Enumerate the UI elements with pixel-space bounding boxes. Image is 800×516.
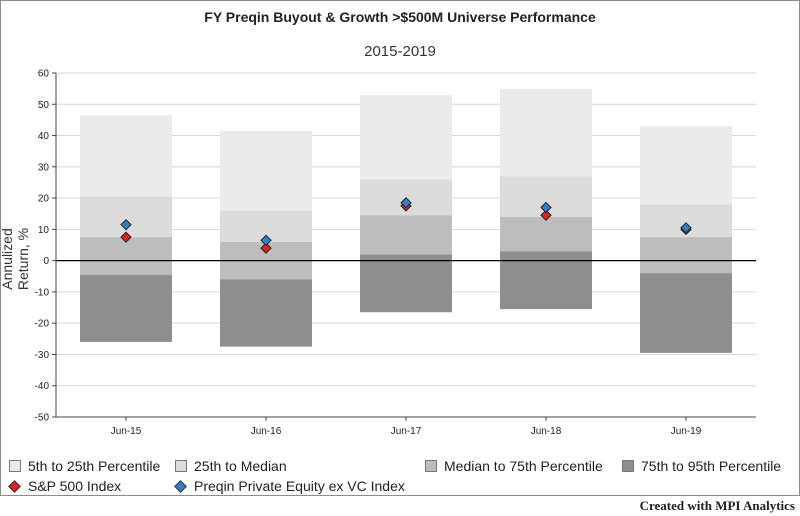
y-tick-label: -30 [35,350,50,361]
x-tick-label: Jun-16 [251,426,282,437]
legend-item-25th-median: 25th to Median [175,458,287,474]
data-point-diamond [260,234,272,247]
legend-item-5th-25th: 5th to 25th Percentile [9,458,160,474]
x-tick-label: Jun-18 [531,426,562,437]
red-diamond-icon [8,479,21,493]
credit-text: Created with MPI Analytics [639,498,795,513]
legend-label: Median to 75th Percentile [444,458,603,474]
data-point-diamond [400,197,412,209]
bar-segment [500,216,592,252]
legend-swatch [175,460,187,472]
y-tick-label: -50 [35,413,50,424]
y-tick-label: -40 [35,381,50,392]
bar-segment [640,237,732,274]
bar-segment [500,251,592,310]
chart-subtitle: 2015-2019 [364,43,436,60]
bar-segment [220,130,312,211]
legend-label: S&P 500 Index [28,478,122,494]
data-point-diamond [120,231,132,243]
y-tick-label: -10 [35,287,50,298]
legend-item-sp500: S&P 500 Index [7,478,121,494]
y-tick-label: 30 [38,162,50,173]
legend: 5th to 25th Percentile 25th to Median Me… [0,456,800,496]
data-point-diamond [120,218,132,231]
legend-swatch [622,460,634,472]
data-point-diamond [260,242,272,254]
bar-segment [640,126,732,205]
bar-segment [80,115,172,197]
bars [80,88,732,353]
x-tick-labels: Jun-15 Jun-16 Jun-17 Jun-18 Jun-19 [111,426,702,437]
y-tick-label: 0 [43,256,49,267]
data-point-diamond [540,201,552,214]
bar-segment [80,196,172,238]
markers [120,197,692,254]
bar-segment [220,279,312,347]
gridlines [56,72,756,418]
y-tick-label: 10 [38,225,50,236]
legend-item-preqin-index: Preqin Private Equity ex VC Index [173,478,405,494]
legend-swatch [425,460,437,472]
bar-segment [360,254,452,313]
x-tick-label: Jun-15 [111,426,142,437]
axes [52,72,756,421]
bar-segment [80,274,172,342]
bar-segment [640,273,732,353]
x-tick-label: Jun-19 [671,426,702,437]
legend-label: 5th to 25th Percentile [28,458,161,474]
y-tick-label: -20 [35,319,50,330]
blue-diamond-icon [174,479,187,493]
bar-segment [360,94,452,180]
y-tick-label: 60 [38,69,50,80]
legend-item-75th-95th: 75th to 95th Percentile [622,458,781,474]
y-tick-labels: -50 -40 -30 -20 -10 0 10 20 30 40 50 60 [35,69,50,424]
y-tick-label: 40 [38,131,50,142]
data-point-diamond [540,209,552,221]
bar-segment [80,237,172,275]
x-tick-label: Jun-17 [391,426,422,437]
bar-segment [360,215,452,255]
legend-item-median-75th: Median to 75th Percentile [425,458,603,474]
legend-label: 75th to 95th Percentile [641,458,782,474]
legend-swatch [9,460,21,472]
data-point-diamond [680,222,692,234]
legend-label: 25th to Median [194,458,287,474]
y-tick-label: 50 [38,100,50,111]
y-tick-label: 20 [38,194,50,205]
chart-title: FY Preqin Buyout & Growth >$500M Univers… [204,9,596,25]
bar-segment [500,88,592,177]
legend-label: Preqin Private Equity ex VC Index [194,478,405,494]
